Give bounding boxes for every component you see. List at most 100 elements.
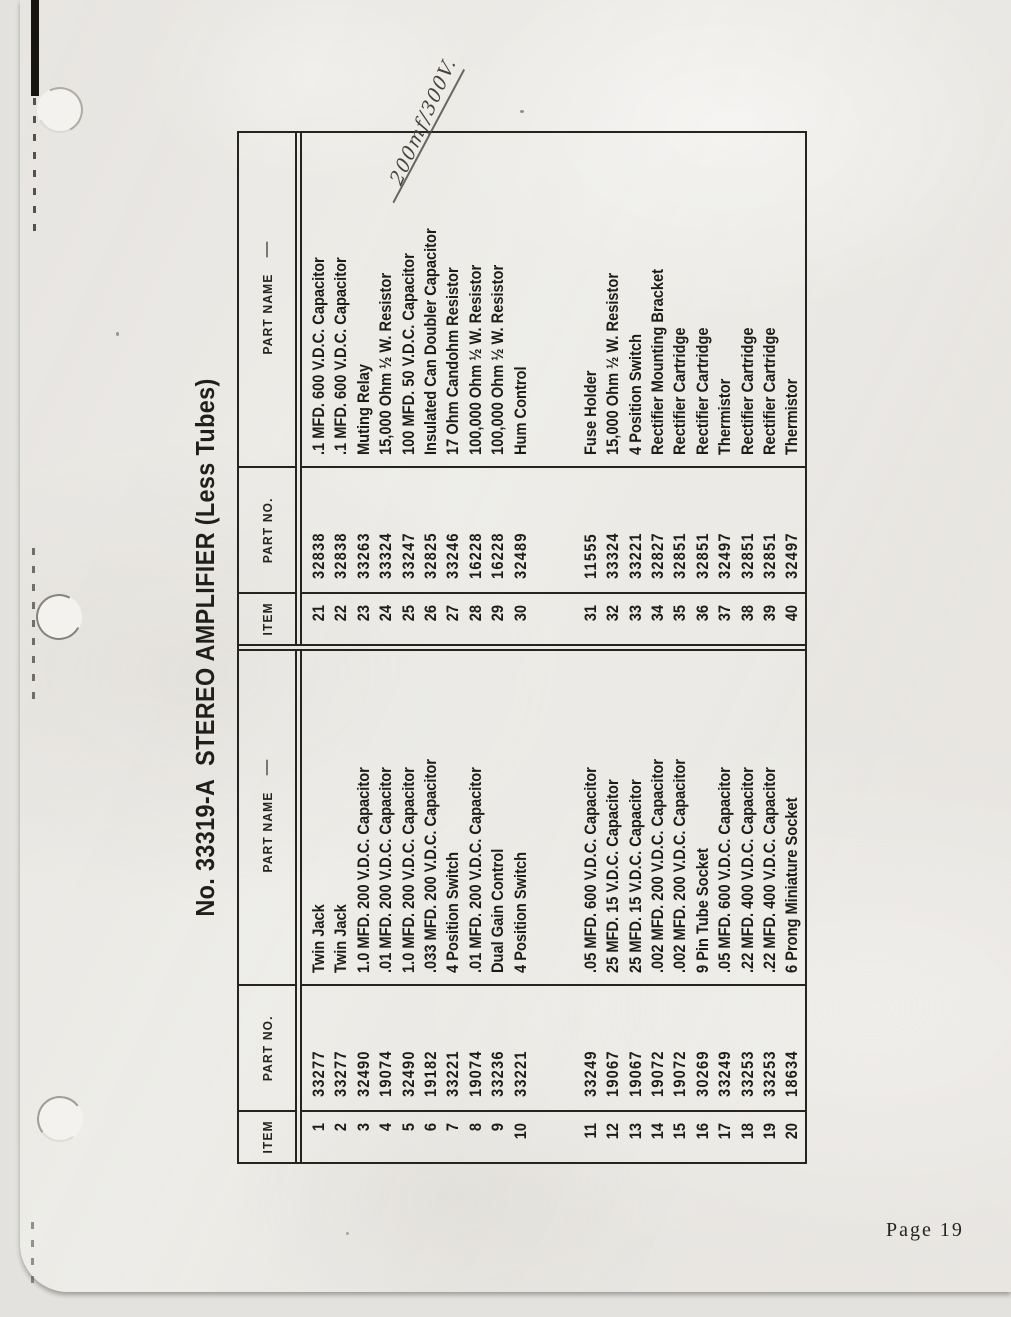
header-part-no-label: PART NO.: [259, 497, 275, 563]
cell-part_no: 19074: [465, 1050, 485, 1097]
scan-speck: [116, 332, 119, 336]
binder-punch-hole: [31, 81, 89, 139]
header-item: ITEM: [239, 592, 295, 644]
cell-part_name: Rectifier Cartridge: [670, 327, 690, 455]
cell-part_no: 32838: [331, 532, 351, 579]
row-gap: [532, 1123, 580, 1162]
cell-part_no: 33277: [331, 1050, 351, 1097]
parts-table-half-items-1-20: ITEM PART NO. PART NAME 1 2 3 4 5 6 7 8 9 10 11 12 1…: [239, 651, 805, 1162]
cell-part_no: 33249: [715, 1050, 735, 1097]
cell-part_name: .002 MFD. 200 V.D.C. Capacitor: [648, 759, 668, 973]
cell-item: 33: [625, 605, 645, 622]
cell-item: 4: [376, 1123, 396, 1132]
scan-speck: [346, 1232, 349, 1235]
cell-part_no: 19067: [625, 1050, 645, 1097]
cell-item: 5: [398, 1123, 418, 1132]
header-double-rule: [295, 133, 302, 644]
cell-part_no: 18634: [782, 1050, 802, 1097]
cell-item: 18: [737, 1123, 757, 1140]
scan-edge-dashes: [33, 98, 36, 233]
cell-item: 37: [715, 605, 735, 622]
header-item: ITEM: [239, 1110, 295, 1162]
table-data-columns: 1 2 3 4 5 6 7 8 9 10 11 12 13 14 15 16 17 18 19 20 33277 332…: [302, 651, 805, 1162]
cell-part_no: 19074: [376, 1050, 396, 1097]
column-part-no-1-20: 33277 33277 32490 19074 32490 19182 33221 19074…: [302, 984, 805, 1110]
cell-item: 14: [648, 1123, 668, 1140]
cell-item: 35: [670, 605, 690, 622]
cell-part_name: Muting Relay: [353, 364, 373, 455]
cell-part_name: 6 Prong Miniature Socket: [782, 797, 802, 973]
cell-item: 11: [580, 1123, 600, 1139]
table-header-row: ITEM PART NO. PART NAME: [239, 651, 295, 1162]
cell-item: 22: [331, 605, 351, 622]
cell-part_name: Fuse Holder: [580, 370, 600, 455]
page-number: Page 19: [886, 1219, 964, 1241]
cell-item: 17: [715, 1123, 735, 1140]
cell-part_no: 32851: [692, 532, 712, 579]
cell-part_no: 19072: [648, 1050, 668, 1097]
cell-part_name: .05 MFD. 600 V.D.C. Capacitor: [580, 767, 600, 973]
cell-part_name: 4 Position Switch: [443, 851, 463, 973]
cell-item: 15: [670, 1123, 690, 1140]
binder-punch-hole: [34, 1093, 86, 1145]
cell-item: 1: [309, 1123, 328, 1132]
header-part-no-label: PART NO.: [259, 1015, 275, 1081]
cell-item: 26: [420, 605, 440, 622]
cell-part_name: Rectifier Cartridge: [737, 327, 757, 455]
cell-item: 21: [309, 605, 328, 622]
cell-item: 27: [443, 605, 463, 622]
header-part-name: PART NAME: [239, 133, 295, 466]
cell-part_name: Thermistor: [715, 378, 735, 455]
row-gap: [532, 605, 580, 644]
header-double-rule: [295, 651, 302, 1162]
cell-part_no: 32489: [510, 532, 530, 579]
cell-item: 39: [760, 605, 780, 622]
cell-item: 2: [331, 1123, 351, 1132]
handwritten-dash: [266, 760, 268, 776]
column-part-name-1-20: Twin Jack Twin Jack 1.0 MFD. 200 V.D.C. Ca…: [302, 651, 805, 984]
cell-part_name: .22 MFD. 400 V.D.C. Capacitor: [760, 767, 780, 973]
cell-item: 38: [737, 605, 757, 622]
cell-part_name: Hum Control: [510, 366, 530, 455]
document-title: No. 33319-A STEREO AMPLIFIER (Less Tubes…: [190, 378, 220, 917]
cell-part_name: .01 MFD. 200 V.D.C. Capacitor: [465, 767, 485, 973]
handwritten-dash: [266, 242, 268, 258]
cell-part_no: 32825: [420, 532, 440, 579]
cell-item: 25: [398, 605, 418, 622]
cell-part_no: 32827: [648, 532, 668, 579]
row-gap: [532, 986, 580, 1097]
cell-part_no: 33253: [760, 1050, 780, 1097]
cell-item: 8: [465, 1123, 485, 1132]
cell-part_no: 32490: [353, 1050, 373, 1097]
cell-part_name: 15,000 Ohm ½ W. Resistor: [376, 272, 396, 455]
header-item-label: ITEM: [259, 1120, 275, 1154]
cell-part_no: 33236: [488, 1050, 508, 1097]
header-part-name-label: PART NAME: [259, 273, 275, 354]
scan-edge-dashes: [32, 548, 35, 708]
cell-part_no: 33324: [376, 532, 396, 579]
cell-part_name: 15,000 Ohm ½ W. Resistor: [603, 272, 623, 455]
cell-item: 12: [603, 1123, 623, 1140]
cell-part_name: .01 MFD. 200 V.D.C. Capacitor: [376, 767, 396, 973]
cell-part_name: .1 MFD. 600 V.D.C. Capacitor: [309, 257, 328, 455]
cell-part_no: 11555: [580, 533, 600, 579]
cell-part_no: 33221: [510, 1050, 530, 1097]
cell-item: 3: [353, 1123, 373, 1132]
cell-part_no: 33277: [309, 1050, 328, 1097]
cell-part_name: Insulated Can Doubler Capacitor: [420, 228, 440, 455]
cell-part_no: 33246: [443, 532, 463, 579]
cell-part_name: Rectifier Cartridge: [692, 327, 712, 455]
table-data-columns: 21 22 23 24 25 26 27 28 29 30 31 32 33 34 35 36 37 38 39 40…: [302, 133, 805, 644]
cell-part_no: 32497: [782, 532, 802, 579]
cell-part_name: 100,000 Ohm ½ W. Resistor: [465, 264, 485, 455]
cell-part_no: 32838: [309, 532, 328, 579]
cell-part_name: 100,000 Ohm ½ W. Resistor: [488, 264, 508, 455]
cell-part_no: 19072: [670, 1050, 690, 1097]
cell-item: 23: [353, 605, 373, 622]
table-header-row: ITEM PART NO. PART NAME: [239, 133, 295, 644]
cell-part_no: 32851: [760, 532, 780, 579]
cell-item: 34: [648, 605, 668, 622]
header-part-no: PART NO.: [239, 466, 295, 592]
cell-item: 31: [580, 605, 600, 622]
cell-part_name: 25 MFD. 15 V.D.C. Capacitor: [625, 779, 645, 973]
